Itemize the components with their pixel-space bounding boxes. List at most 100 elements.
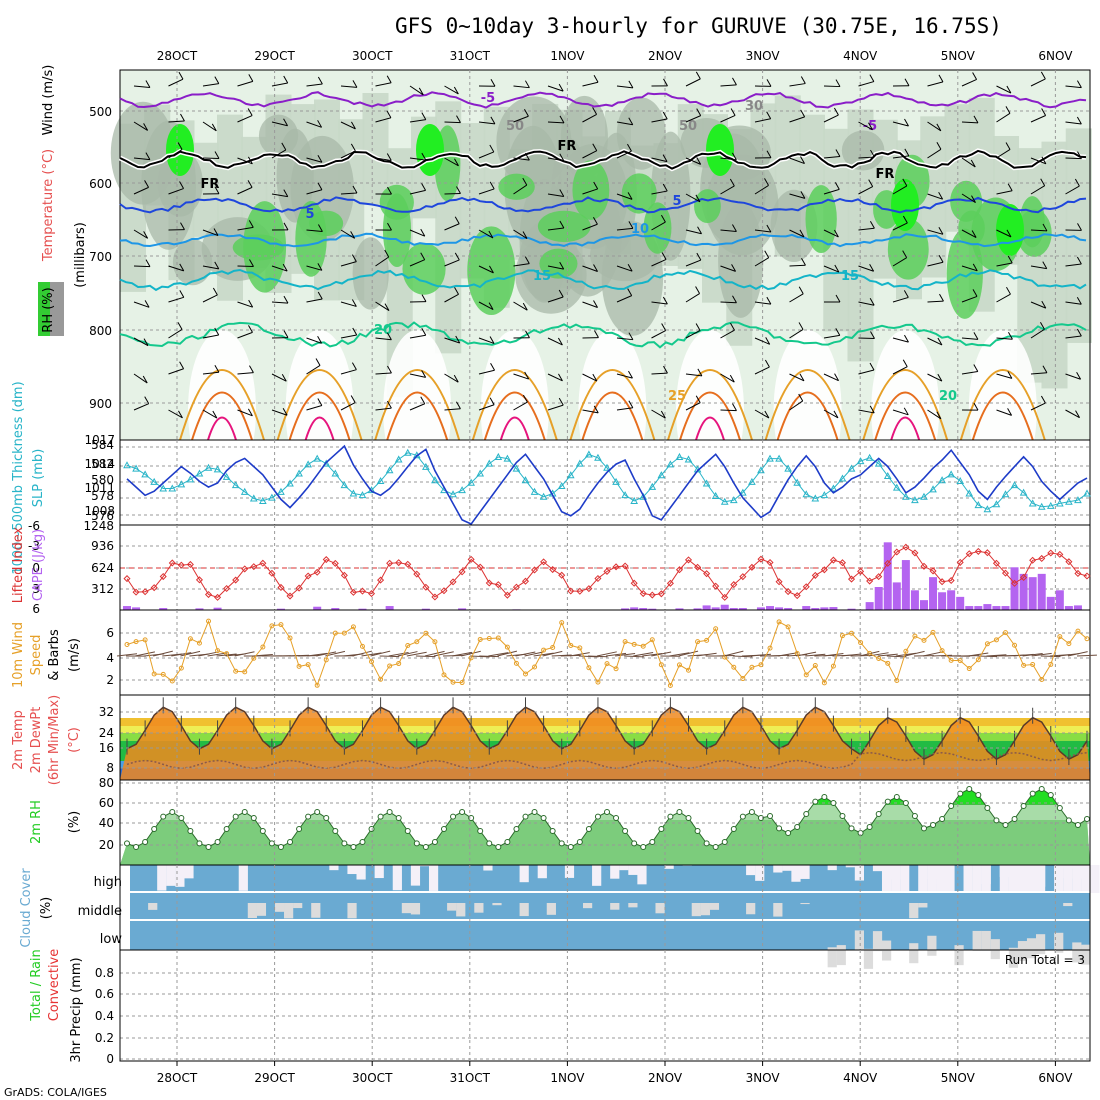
wind-barb	[886, 655, 907, 658]
wind-barb-feather	[523, 108, 529, 117]
wind-barb	[168, 188, 184, 195]
rh-point	[124, 840, 130, 847]
temp-contour-35	[207, 416, 237, 441]
rh-point	[911, 813, 918, 820]
wind-barb-feather	[971, 195, 976, 203]
thickness-point	[883, 472, 892, 480]
wind-barb-feather	[1006, 229, 1012, 238]
wind-barb	[409, 403, 425, 411]
cape-bar	[775, 607, 784, 610]
wind-barb-feather	[834, 264, 840, 273]
wind-barb-feather	[903, 290, 909, 298]
wind-barb	[651, 118, 668, 123]
wind-barb-feather	[937, 373, 943, 382]
wind-barb	[996, 262, 1013, 267]
rh-point	[767, 813, 774, 820]
wind-barb	[524, 651, 545, 657]
precip-tick-label: 0.8	[95, 966, 114, 980]
wind-barb	[547, 337, 563, 346]
rh-dry-lobe	[773, 330, 842, 490]
wind-barb-feather	[418, 87, 424, 96]
wind-barb-feather	[387, 365, 392, 374]
rh-point	[739, 813, 746, 820]
wind-barb-feather	[732, 224, 737, 232]
wind-barb-feather	[350, 395, 356, 403]
wind-barb	[868, 652, 889, 657]
wind-barb	[922, 651, 943, 657]
wind-barb	[237, 157, 253, 165]
wind-barb	[904, 650, 925, 657]
cloud-high-gap	[854, 865, 864, 881]
rh-point	[975, 792, 982, 799]
rh-point	[305, 813, 312, 820]
wind-barb	[720, 265, 736, 272]
rh-point	[812, 798, 819, 805]
wind-barb	[754, 301, 771, 305]
wind-barb	[685, 193, 701, 203]
thickness-point	[575, 459, 584, 467]
wind-barb	[306, 189, 323, 195]
cloud-mid-gap	[655, 903, 665, 914]
wind-speed-point	[378, 676, 384, 682]
wind-barb-feather	[1042, 223, 1048, 232]
wind-barb	[1030, 301, 1046, 309]
date-label-bottom: 5NOV	[941, 1071, 976, 1085]
wind-barb	[582, 113, 597, 123]
wind-barb-feather	[593, 181, 599, 190]
wind-barb	[202, 121, 217, 132]
cloud-high-gap	[519, 865, 529, 883]
rh-shade-green	[295, 201, 327, 277]
wind-speed-point	[740, 676, 746, 682]
wind-barb	[823, 334, 840, 339]
wind-barb	[375, 256, 390, 267]
wind-barb-feather	[938, 74, 944, 83]
cloud-low-gap	[863, 948, 874, 969]
rh-point	[504, 838, 511, 845]
wind-barb-feather	[351, 299, 357, 307]
wind-barb	[754, 257, 769, 267]
cloud-high-gap	[1026, 865, 1037, 893]
upper-air-pressure-label: (millibars)	[73, 222, 88, 288]
temp-contour-25	[276, 369, 363, 441]
wind-barb-feather	[454, 287, 459, 295]
rh-point	[1065, 817, 1072, 824]
wind-barb	[133, 229, 148, 239]
wind-barb	[306, 405, 322, 411]
wind-barb	[237, 80, 253, 87]
wind-speed-point	[586, 665, 592, 671]
thickness-tick-label: 580	[91, 473, 114, 487]
thickness-point	[675, 452, 684, 460]
wind-barb-feather	[281, 373, 287, 382]
date-label-top: 28OCT	[157, 49, 198, 63]
wind-barb-feather	[249, 365, 254, 373]
rh-shade-green	[537, 210, 591, 243]
contour-label: 20	[374, 323, 392, 338]
rh-shade-dark	[601, 221, 664, 336]
wind-barb-feather	[731, 152, 737, 161]
wind-barb-feather	[488, 230, 494, 239]
wind-barb	[168, 409, 183, 419]
wind-barb-feather	[902, 178, 908, 187]
rh-point	[930, 821, 937, 828]
rh-point	[450, 813, 457, 820]
wind-barb-feather	[213, 228, 219, 236]
rh-point	[748, 809, 755, 816]
wind-barb	[547, 404, 564, 411]
thickness-point	[141, 470, 149, 478]
wind-barb-feather	[248, 325, 253, 333]
wind-barb-feather	[248, 299, 254, 308]
wind-barb-feather	[939, 293, 944, 302]
run-total-label: Run Total = 3	[1005, 953, 1085, 967]
wind-speed-point	[885, 660, 891, 666]
wind-speed-point	[993, 637, 999, 643]
wind-barb-feather	[214, 261, 220, 270]
thickness-point	[865, 453, 874, 461]
wind-barb	[1065, 121, 1082, 125]
wind-barb	[168, 149, 183, 159]
wind-barb	[340, 85, 357, 88]
wind-barb-feather	[317, 263, 323, 271]
wind-barb-feather	[729, 178, 735, 187]
thickness-point	[150, 477, 159, 485]
wind-barb-feather	[315, 358, 321, 366]
wind-barb-feather	[247, 180, 253, 188]
